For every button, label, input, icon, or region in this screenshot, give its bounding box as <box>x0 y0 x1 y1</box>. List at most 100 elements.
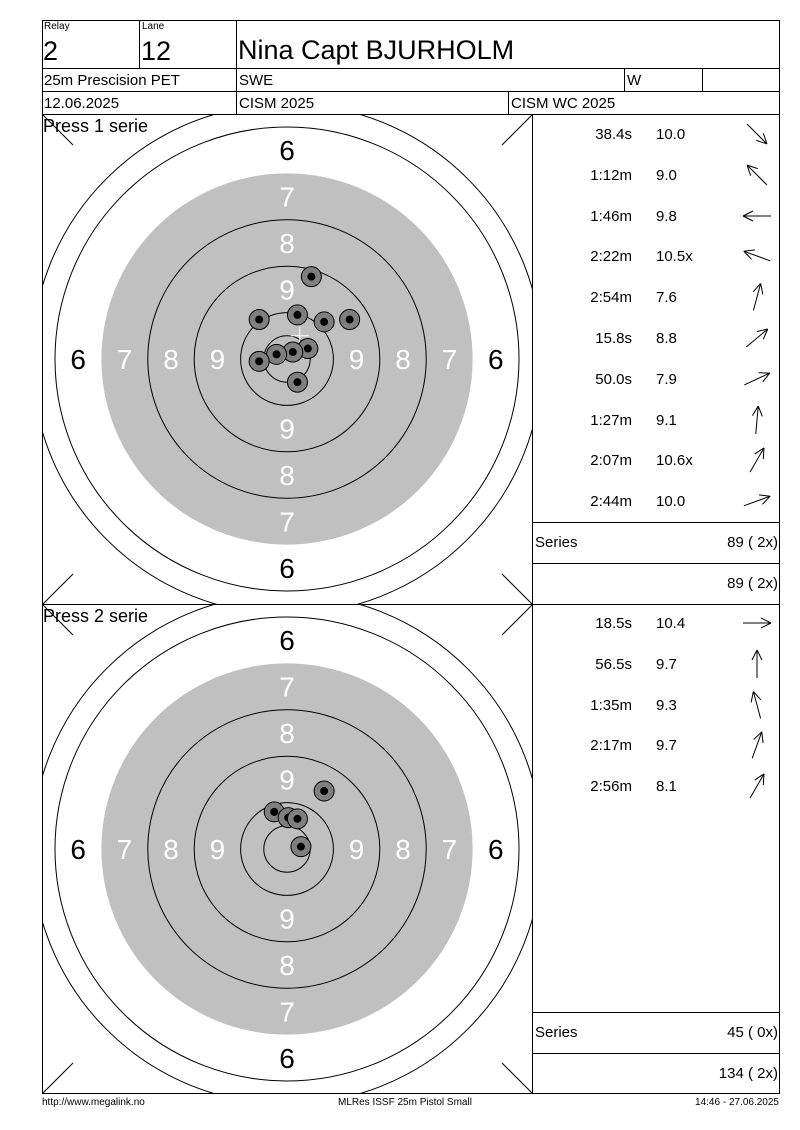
divider <box>532 1053 780 1054</box>
shot-impact-center <box>320 787 329 795</box>
ring-number: 9 <box>279 274 295 305</box>
ring-circle <box>240 802 334 896</box>
shot-row: 1:35m 9.3 <box>533 687 779 727</box>
shot-row: 15.8s 8.8 <box>533 320 779 360</box>
championship: CISM WC 2025 <box>511 95 616 112</box>
ring-6 <box>54 126 520 592</box>
ring-circle <box>240 312 334 406</box>
running-total-1: 89 ( 2x) <box>727 575 778 592</box>
divider <box>42 114 780 115</box>
shot-time: 50.0s <box>595 370 632 388</box>
ring-number: 6 <box>279 553 295 584</box>
shot-row: 38.4s 10.0 <box>533 116 779 156</box>
shot-score: 8.1 <box>656 778 677 796</box>
shot-impact-center <box>293 310 302 319</box>
shot-score: 10.5x <box>656 248 693 266</box>
divider <box>702 68 703 91</box>
shot-time: 2:54m <box>590 289 632 307</box>
shot-direction-arrow-icon <box>751 731 764 759</box>
footer-timestamp: 14:46 - 27.06.2025 <box>695 1097 779 1108</box>
ring-number: 8 <box>279 718 295 749</box>
shot-row: 2:56m 8.1 <box>533 768 779 808</box>
ring-number: 9 <box>210 834 226 865</box>
shot-direction-arrow-icon <box>743 617 772 629</box>
shot-score: 7.6 <box>656 289 677 307</box>
corner-mark <box>501 1062 532 1093</box>
ring-number: 6 <box>488 344 504 375</box>
ring-number: 9 <box>279 764 295 795</box>
shot-impact-center <box>303 344 312 353</box>
corner-mark <box>501 573 532 604</box>
ring-circle <box>193 755 381 943</box>
shot-row: 1:46m 9.8 <box>533 198 779 238</box>
ring-circle <box>147 709 427 989</box>
frame-top <box>42 20 780 21</box>
ring-number: 8 <box>163 344 179 375</box>
ring-number: 7 <box>279 672 295 703</box>
ring-number: 8 <box>279 228 295 259</box>
ring-number: 7 <box>117 834 133 865</box>
shot-row: 18.5s 10.4 <box>533 605 779 645</box>
footer-url[interactable]: http://www.megalink.no <box>42 1097 145 1108</box>
lane-value: 12 <box>141 36 172 66</box>
ring-number: 9 <box>349 834 365 865</box>
shot-time: 2:56m <box>590 778 632 796</box>
series-2-total: 45 ( 0x) <box>727 1024 778 1041</box>
shot-score: 10.4 <box>656 615 686 632</box>
series-1-label: Series <box>535 534 578 551</box>
ring-6 <box>54 616 520 1082</box>
frame-left <box>42 20 43 1094</box>
shot-score: 9.3 <box>656 696 677 714</box>
divider <box>624 68 625 91</box>
ring-number: 9 <box>279 904 295 935</box>
shot-direction-arrow-icon <box>751 649 763 678</box>
divider <box>42 68 780 69</box>
corner-mark <box>501 605 532 636</box>
ring-number: 8 <box>395 834 411 865</box>
shot-impact-center <box>320 317 329 326</box>
ring-number: 6 <box>70 344 86 375</box>
corner-mark <box>43 115 74 146</box>
shot-impact-center <box>270 807 279 816</box>
running-total-2: 134 ( 2x) <box>718 1065 778 1082</box>
ring-number: 7 <box>442 834 458 865</box>
ring-number: 7 <box>279 182 295 213</box>
shot-time: 38.4s <box>595 126 632 143</box>
shot-time: 1:35m <box>590 696 632 714</box>
shot-score: 10.6x <box>656 452 693 470</box>
ring-circle <box>193 265 381 453</box>
shot-row: 2:17m 9.7 <box>533 727 779 767</box>
ring-number: 7 <box>279 506 295 537</box>
shot-row: 2:07m 10.6x <box>533 442 779 482</box>
relay-label: Relay <box>44 21 70 32</box>
divider <box>236 20 237 115</box>
gender: W <box>627 72 642 89</box>
shot-impact-center <box>272 350 281 359</box>
shot-impact-center <box>345 315 354 324</box>
ring-number: 8 <box>279 950 295 981</box>
shot-impact-center <box>255 357 264 366</box>
ring-circle <box>147 219 427 499</box>
footer-software: MLRes ISSF 25m Pistol Small <box>338 1097 472 1108</box>
divider <box>42 604 780 605</box>
shot-impact-center <box>293 814 302 823</box>
shot-direction-arrow-icon <box>745 328 769 348</box>
shot-time: 56.5s <box>595 655 632 673</box>
corner-mark <box>43 1062 74 1093</box>
shot-row: 2:22m 10.5x <box>533 238 779 278</box>
ring-number: 7 <box>117 344 133 375</box>
shot-direction-arrow-icon <box>746 123 768 145</box>
shot-score: 9.8 <box>656 207 677 225</box>
shot-direction-arrow-icon <box>752 283 764 311</box>
ring-number: 8 <box>163 834 179 865</box>
shot-direction-arrow-icon <box>751 405 763 434</box>
ring-number: 7 <box>279 996 295 1027</box>
shot-impact-center <box>293 378 302 387</box>
shot-impact-center <box>307 272 316 281</box>
shot-time: 18.5s <box>595 615 632 632</box>
nation: SWE <box>239 72 274 89</box>
shot-score: 10.0 <box>656 493 686 511</box>
shot-row: 2:54m 7.6 <box>533 279 779 319</box>
ring-number: 8 <box>395 344 411 375</box>
